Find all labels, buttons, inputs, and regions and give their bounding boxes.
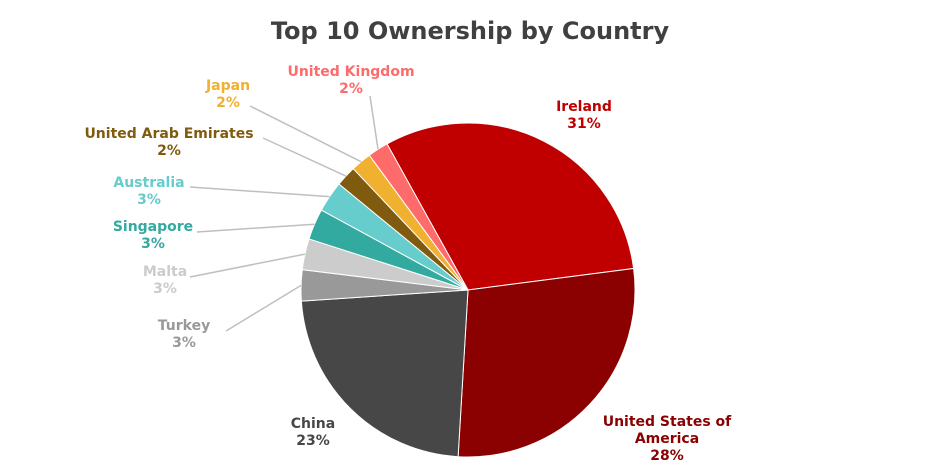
chart-title: Top 10 Ownership by Country bbox=[271, 17, 670, 45]
pie-slice bbox=[300, 289, 469, 458]
value-label: 31% bbox=[567, 116, 601, 132]
value-label: 3% bbox=[153, 281, 177, 297]
value-label: 3% bbox=[172, 335, 196, 351]
value-label: 2% bbox=[157, 143, 181, 159]
category-label: United Kingdom bbox=[287, 64, 414, 80]
category-label: Ireland bbox=[556, 99, 612, 115]
pie-slice bbox=[457, 267, 636, 458]
leader-line bbox=[249, 105, 362, 163]
pie-slice bbox=[368, 143, 469, 291]
category-label: Malta bbox=[143, 264, 187, 280]
value-label: 2% bbox=[339, 81, 363, 97]
category-label: Singapore bbox=[113, 219, 193, 235]
value-label: 23% bbox=[296, 433, 330, 449]
category-label: China bbox=[291, 416, 335, 432]
value-label: 3% bbox=[137, 192, 161, 208]
category-label: United Arab Emirates bbox=[84, 126, 253, 142]
leader-line bbox=[369, 95, 379, 150]
leader-line bbox=[189, 253, 306, 278]
value-label: 28% bbox=[650, 448, 684, 464]
value-label: 3% bbox=[141, 236, 165, 252]
leader-line bbox=[189, 186, 330, 198]
category-label: United States of America bbox=[603, 414, 732, 447]
leader-line bbox=[196, 223, 315, 233]
pie-slice bbox=[386, 122, 635, 291]
category-label: Turkey bbox=[158, 318, 210, 334]
category-label: Japan bbox=[205, 78, 250, 94]
category-label: Australia bbox=[113, 175, 184, 191]
value-label: 2% bbox=[216, 95, 240, 111]
leader-line bbox=[225, 284, 302, 332]
leader-line bbox=[262, 137, 347, 177]
